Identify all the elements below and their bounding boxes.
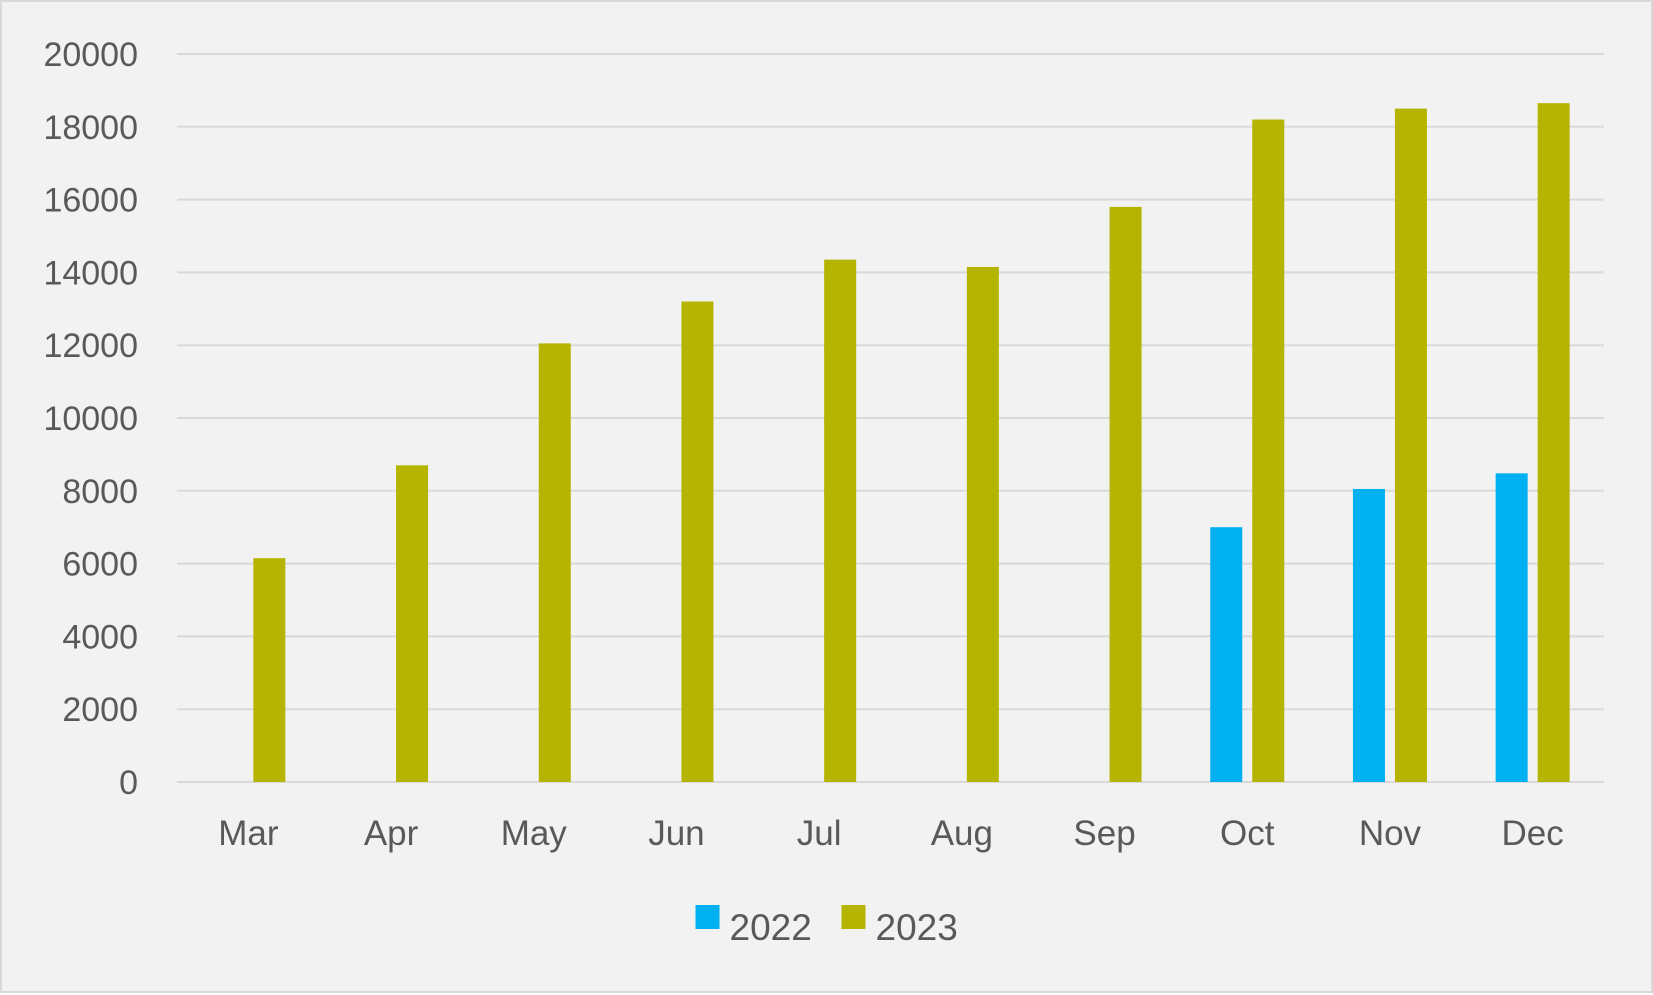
- bar-2022-oct: [1210, 527, 1243, 782]
- bar-2023-jun: [681, 301, 714, 782]
- bar-2022-nov: [1352, 488, 1385, 782]
- y-tick-label: 8000: [62, 473, 138, 511]
- y-tick-label: 4000: [62, 618, 138, 656]
- bar-2023-sep: [1109, 206, 1142, 782]
- x-category-label: Mar: [218, 814, 279, 853]
- x-category-label: Apr: [364, 814, 419, 853]
- y-tick-label: 10000: [43, 400, 138, 438]
- bar-2023-may: [538, 343, 571, 782]
- bar-2023-jul: [824, 259, 857, 782]
- legend-swatch-2023: [841, 905, 866, 929]
- x-category-label: Sep: [1073, 814, 1135, 853]
- bar-2023-nov: [1394, 108, 1427, 783]
- bar-2023-apr: [396, 465, 429, 782]
- y-tick-label: 6000: [62, 546, 138, 584]
- y-tick-label: 2000: [62, 691, 138, 729]
- bar-2023-aug: [966, 266, 999, 782]
- y-tick-label: 12000: [43, 327, 138, 365]
- y-axis-tick-labels: 0 2000 4000 6000 8000 10000 12000 14000 16000 180…: [43, 36, 138, 802]
- x-category-label: Dec: [1502, 814, 1564, 853]
- x-category-label: May: [501, 814, 568, 853]
- gridlines: [177, 53, 1604, 783]
- legend: 2022 2023: [695, 905, 958, 948]
- legend-swatch-2022: [695, 905, 720, 929]
- x-category-label: Nov: [1359, 814, 1422, 853]
- bar-2023-dec: [1537, 103, 1570, 782]
- y-tick-label: 16000: [43, 182, 138, 220]
- x-category-label: Oct: [1220, 814, 1275, 853]
- x-axis-category-labels: Mar Apr May Jun Jul Aug Sep Oct Nov Dec: [218, 814, 1564, 853]
- bar-2023-oct: [1252, 119, 1285, 782]
- legend-label-2023: 2023: [876, 907, 958, 948]
- y-tick-label: 0: [119, 764, 138, 802]
- bar-2022-dec: [1495, 473, 1528, 782]
- y-tick-label: 14000: [43, 254, 138, 292]
- x-category-label: Aug: [931, 814, 993, 853]
- y-tick-label: 18000: [43, 109, 138, 147]
- y-tick-label: 20000: [43, 36, 138, 74]
- x-category-label: Jul: [797, 814, 842, 853]
- x-category-label: Jun: [648, 814, 704, 853]
- bar-2023-mar: [253, 558, 286, 782]
- bars: [253, 103, 1570, 783]
- legend-label-2022: 2022: [730, 907, 812, 948]
